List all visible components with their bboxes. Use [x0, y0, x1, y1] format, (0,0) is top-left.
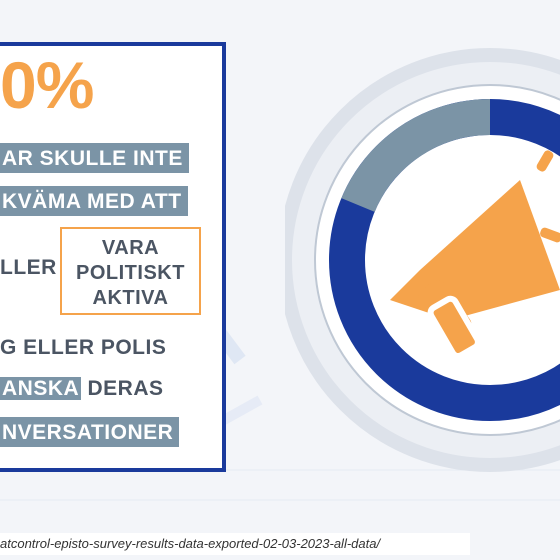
megaphone-icon: [390, 150, 560, 360]
source-url[interactable]: atcontrol-episto-survey-results-data-exp…: [0, 533, 470, 555]
statement-line-6: NVERSATIONER: [0, 417, 180, 447]
statement-line-5: ANSKA DERAS: [0, 377, 164, 401]
highlight-line-2: POLITISKT: [76, 262, 185, 284]
highlight-line-1: VARA: [101, 237, 160, 259]
statement-line-2: KVÄMA MED ATT: [0, 186, 188, 216]
highlight-line-3: AKTIVA: [92, 287, 169, 309]
highlight-box: VARA POLITISKT AKTIVA: [60, 227, 201, 315]
statement-line-3: LLER: [0, 256, 57, 279]
statement-line-5-rest: DERAS: [81, 377, 164, 400]
donut-ring-secondary: [341, 99, 491, 213]
statement-line-1: AR SKULLE INTE: [0, 143, 189, 173]
statistic-card: [0, 42, 226, 472]
percentage-value: 0%: [0, 48, 94, 122]
statement-line-5-highlight: ANSKA: [0, 377, 82, 400]
statement-line-4: G ELLER POLIS: [0, 336, 167, 359]
donut-graphic: [285, 48, 560, 472]
